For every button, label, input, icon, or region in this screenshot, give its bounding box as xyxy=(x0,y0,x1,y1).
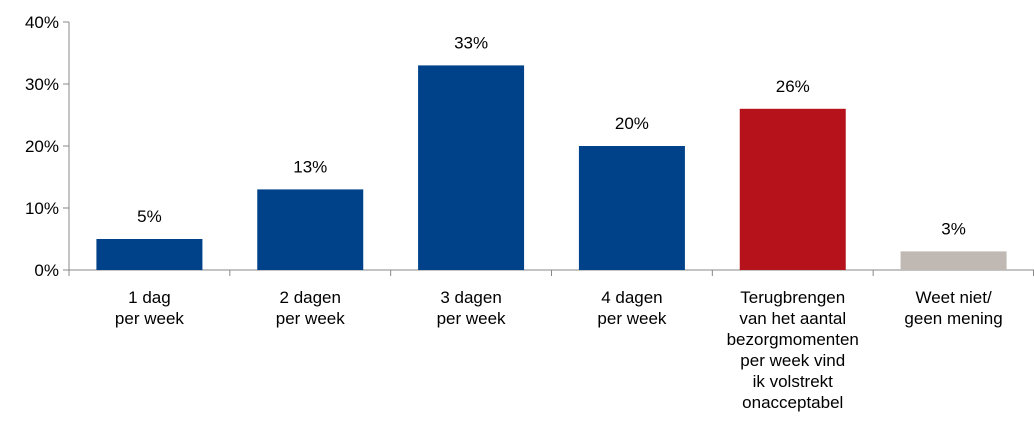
x-axis xyxy=(68,269,1034,276)
y-tick-label: 30% xyxy=(25,75,59,94)
bar xyxy=(578,146,685,270)
category-label: 1 dag per week xyxy=(115,288,184,328)
category-label-line: 3 dagen xyxy=(440,288,501,307)
category-label-line: bezorgmomenten xyxy=(727,330,859,349)
category-label-line: Terugbrengen xyxy=(740,288,845,307)
bars xyxy=(96,65,1007,271)
data-label: 13% xyxy=(293,157,327,176)
bar xyxy=(739,108,846,270)
category-label: 3 dagen per week xyxy=(437,288,506,328)
y-tick-label: 0% xyxy=(34,261,59,280)
bar xyxy=(900,251,1007,270)
data-labels: 5% 13% 33% 20% 26% 3% xyxy=(137,33,966,238)
y-tick-label: 40% xyxy=(25,13,59,32)
category-label-line: geen mening xyxy=(904,309,1002,328)
bar xyxy=(418,65,525,271)
category-label: Weet niet/geen mening xyxy=(904,288,1002,328)
data-label: 5% xyxy=(137,207,162,226)
category-label-line: van het aantal xyxy=(739,309,846,328)
data-label: 26% xyxy=(776,77,810,96)
data-label: 33% xyxy=(454,33,488,52)
category-label-line: per week xyxy=(437,309,506,328)
category-labels: 1 dag per week 2 dagen per week 3 dagen per w… xyxy=(115,288,1003,412)
category-label-line: 4 dagen xyxy=(601,288,662,307)
category-label: 4 dagen per week xyxy=(597,288,666,328)
category-label: 2 dagen per week xyxy=(276,288,345,328)
category-label: Terugbrengen van het aantal bezorgmomenten… xyxy=(727,288,859,412)
category-label-line: per week xyxy=(597,309,666,328)
category-label-line: ik volstrekt xyxy=(753,372,834,391)
y-axis: 0% 10% 20% 30% 40% xyxy=(25,13,70,280)
y-tick-label: 10% xyxy=(25,199,59,218)
category-label-line: onacceptabel xyxy=(742,393,843,412)
category-label-line: 2 dagen xyxy=(280,288,341,307)
bar xyxy=(96,239,203,270)
category-label-line: per week xyxy=(276,309,345,328)
bar xyxy=(257,189,364,270)
category-label-line: Weet niet/ xyxy=(915,288,992,307)
category-label-line: 1 dag xyxy=(128,288,171,307)
category-label-line: per week xyxy=(115,309,184,328)
data-label: 3% xyxy=(941,219,966,238)
data-label: 20% xyxy=(615,114,649,133)
y-tick-label: 20% xyxy=(25,137,59,156)
category-label-line: per week vind xyxy=(740,351,845,370)
